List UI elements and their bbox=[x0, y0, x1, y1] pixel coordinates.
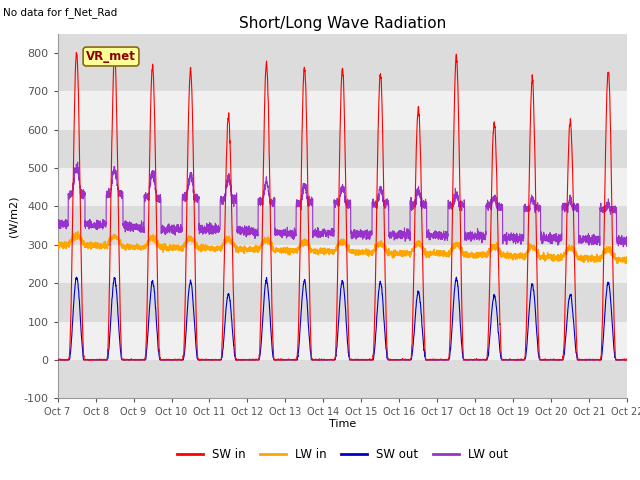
X-axis label: Time: Time bbox=[329, 419, 356, 429]
Bar bbox=[58, 53, 627, 91]
Bar bbox=[58, 360, 627, 398]
Title: Short/Long Wave Radiation: Short/Long Wave Radiation bbox=[239, 16, 446, 31]
Bar bbox=[58, 322, 627, 360]
Legend: SW in, LW in, SW out, LW out: SW in, LW in, SW out, LW out bbox=[172, 443, 513, 466]
Y-axis label: (W/m2): (W/m2) bbox=[8, 195, 18, 237]
Text: VR_met: VR_met bbox=[86, 50, 136, 63]
Bar bbox=[58, 91, 627, 130]
Bar bbox=[58, 206, 627, 245]
Bar bbox=[58, 168, 627, 206]
Bar bbox=[58, 283, 627, 322]
Text: No data for f_Net_Rad: No data for f_Net_Rad bbox=[3, 7, 118, 18]
Bar bbox=[58, 130, 627, 168]
Bar bbox=[58, 245, 627, 283]
